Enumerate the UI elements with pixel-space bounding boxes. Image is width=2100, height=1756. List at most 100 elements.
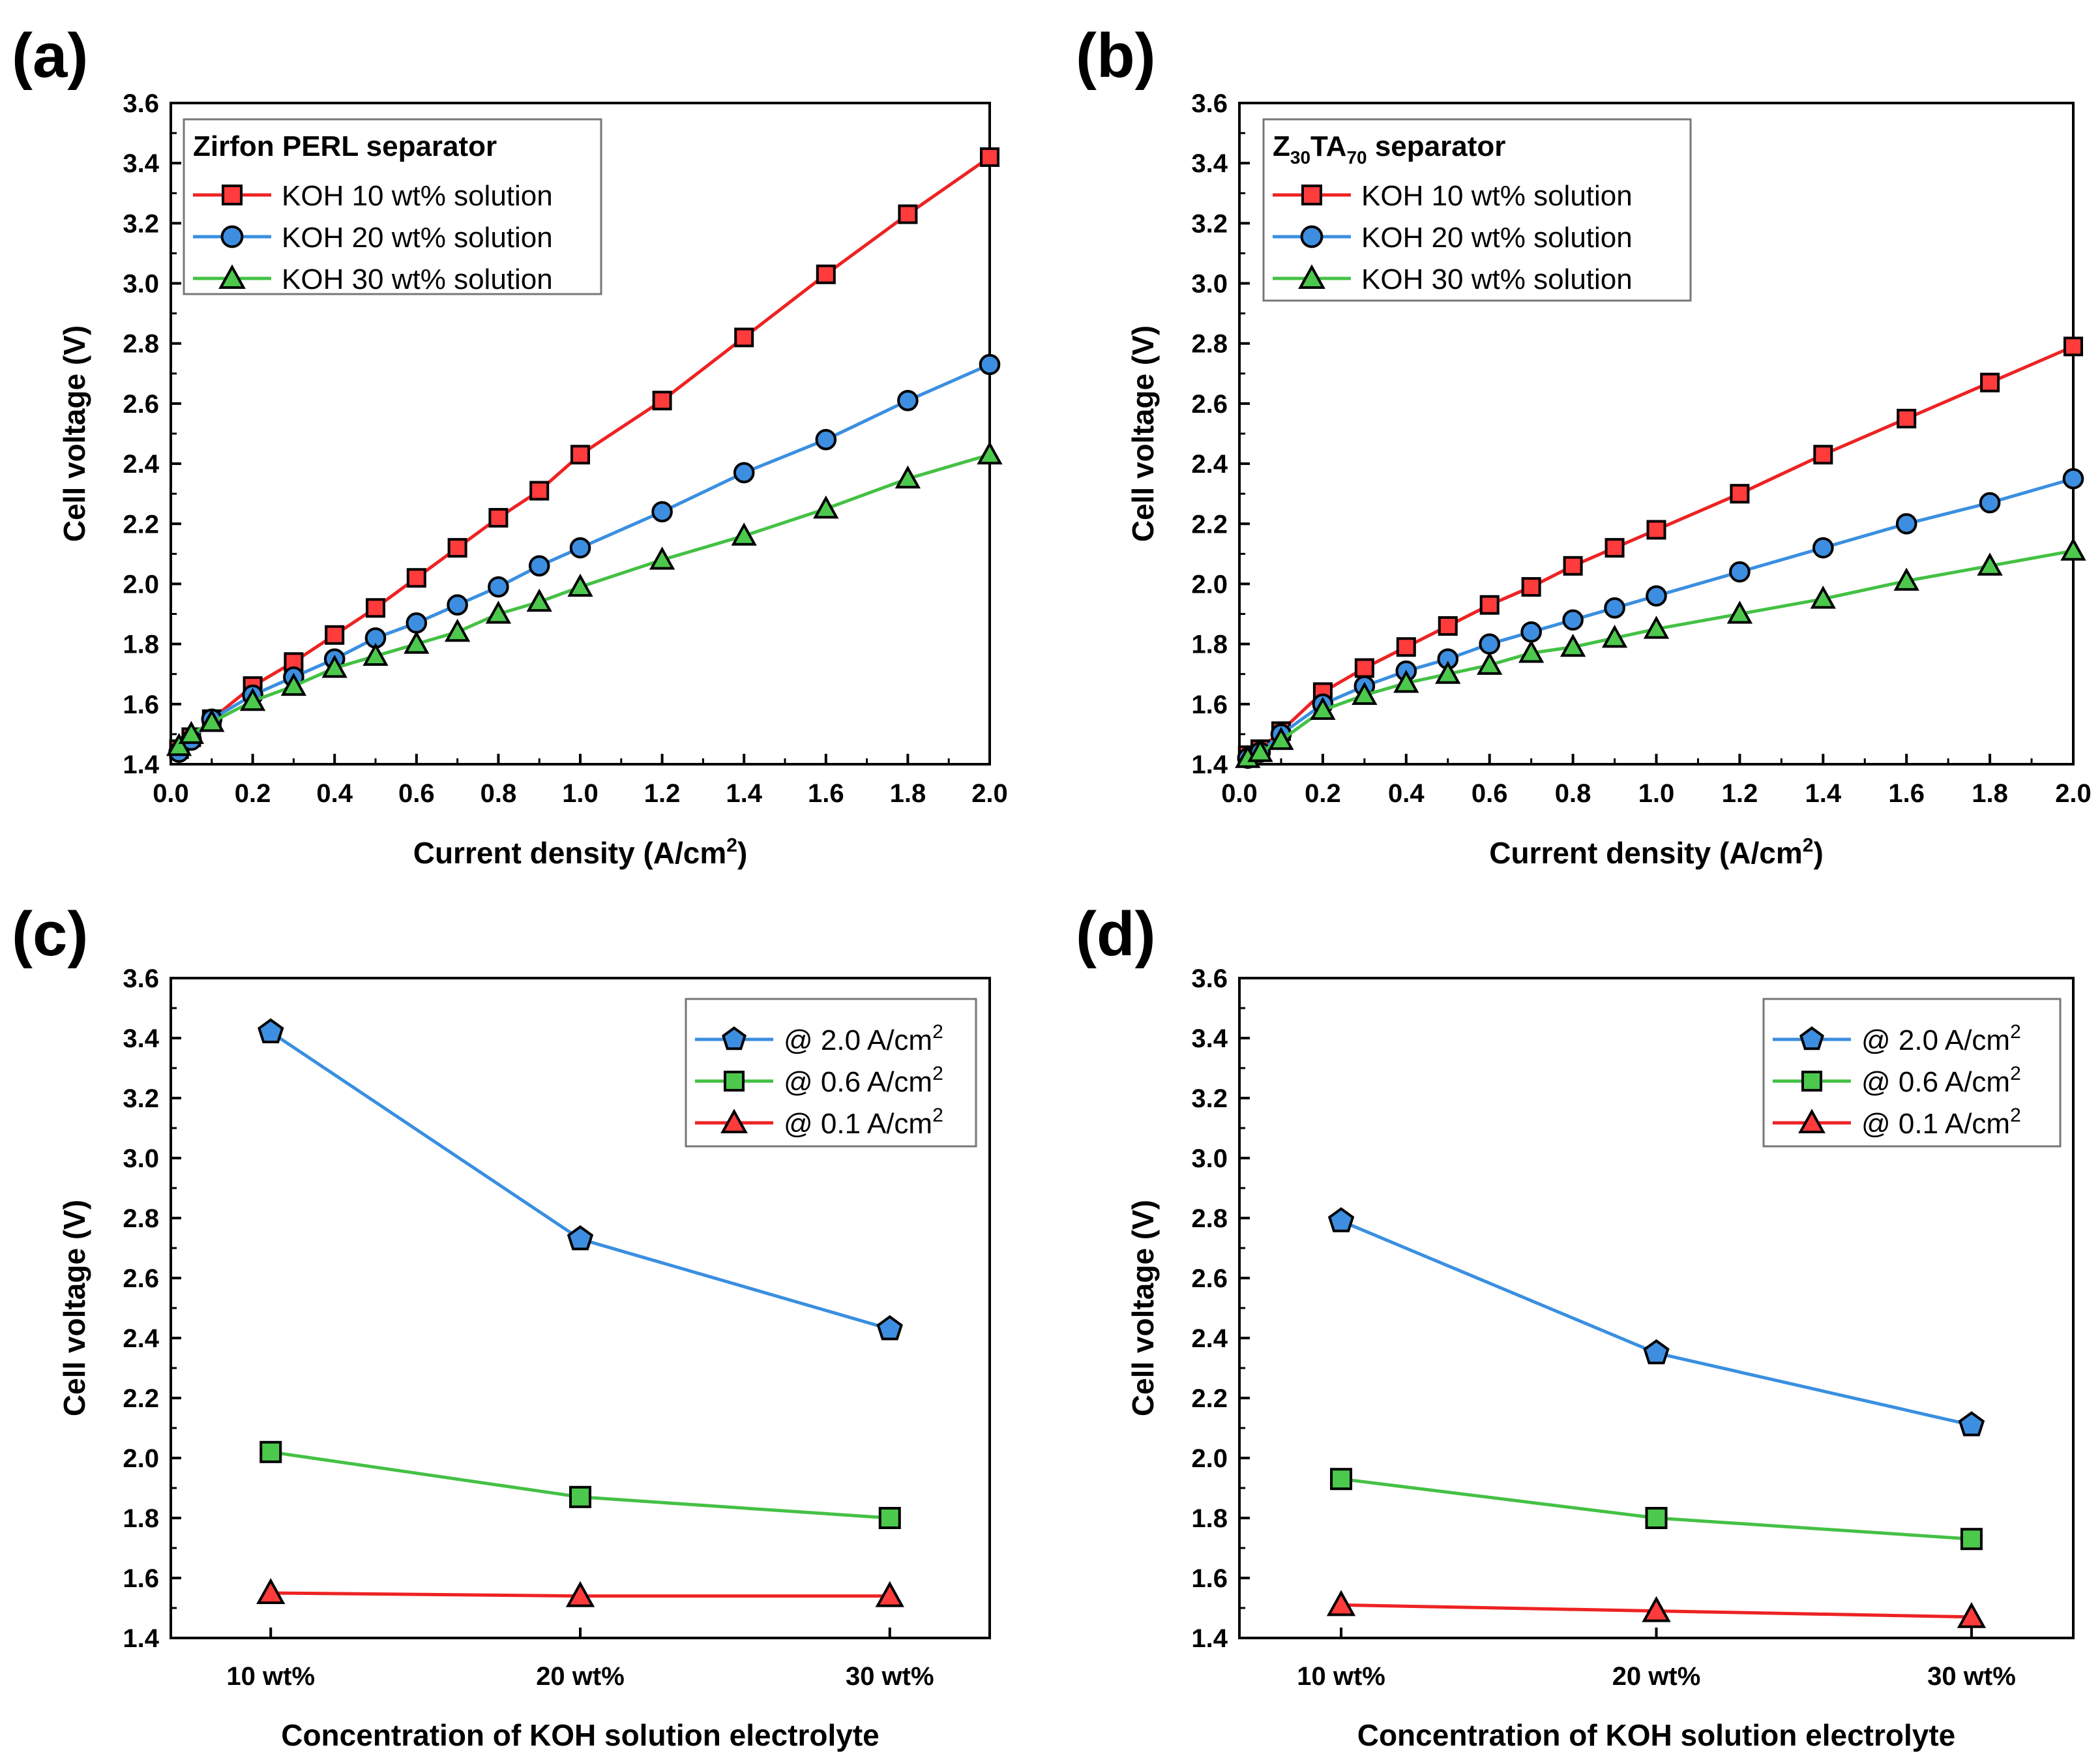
y-tick-label: 1.4 [1191, 1624, 1228, 1653]
legend-marker [1300, 225, 1324, 248]
legend-entry: @ 0.6 A/cm2 [1861, 1063, 2021, 1098]
series-1 [1330, 1468, 1983, 1551]
data-point [528, 555, 550, 577]
legend-entry-text: KOH 10 wt% solution [282, 180, 553, 212]
legend-entry-text: KOH 10 wt% solution [1361, 180, 1633, 212]
y-tick-label: 3.2 [123, 1084, 159, 1113]
legend-marker [722, 1026, 747, 1050]
x-axis-title: Current density (A/cm2) [1489, 835, 1824, 870]
y-tick-label: 2.6 [1191, 390, 1228, 419]
data-point [280, 672, 307, 696]
data-point [1352, 681, 1378, 705]
series-1 [1237, 468, 2084, 769]
data-point [1897, 408, 1917, 428]
data-point [651, 501, 673, 523]
y-axis: 1.4 1.6 1.8 2.0 2.2 2.4 2.6 2.8 3.0 3.2 3.4 3.6 [1191, 964, 1250, 1653]
data-point [1979, 492, 2001, 514]
y-tick-label: 2.6 [123, 390, 159, 419]
data-point [256, 1578, 286, 1604]
data-point [366, 598, 385, 618]
legend-entry: @ 0.1 A/cm2 [784, 1105, 943, 1140]
data-point [813, 495, 839, 519]
y-tick-label: 2.2 [123, 510, 159, 539]
y-tick-label: 3.0 [1191, 270, 1228, 299]
data-point [325, 625, 345, 645]
data-point [488, 576, 509, 598]
data-point [321, 655, 348, 678]
data-point [199, 709, 225, 732]
x-tick-label: 0.4 [316, 779, 353, 808]
legend-marker [220, 225, 244, 248]
x-tick-label: 0.6 [398, 779, 435, 808]
data-point [447, 594, 468, 616]
x-tick-label: 10 wt% [226, 1662, 315, 1691]
legend-entry-text: KOH 30 wt% solution [282, 263, 553, 295]
x-tick-label: 1.6 [808, 779, 844, 808]
panel-a: (a) 1.4 1.6 1.8 2.0 2.2 2.4 2.6 2.8 3.0 3.2 3.4 3.6 0… [12, 21, 1008, 870]
data-point [734, 327, 754, 348]
legend-entry-sup: 2 [932, 1105, 943, 1126]
legend-marker [724, 1071, 745, 1092]
data-point [2062, 468, 2084, 490]
data-point [1396, 637, 1416, 657]
data-point [1601, 625, 1628, 648]
data-point [1438, 616, 1458, 636]
x-tick-label: 1.8 [890, 779, 926, 808]
x-tick-label: 1.4 [726, 779, 762, 808]
data-point [1895, 513, 1917, 535]
data-point [569, 1485, 591, 1508]
y-tick-label: 3.6 [1191, 89, 1228, 118]
x-axis-title-text: Current density (A/cm [1489, 836, 1803, 870]
data-point [2060, 537, 2086, 561]
legend-title-part: Z [1273, 130, 1290, 162]
y-tick-label: 3.4 [123, 149, 159, 178]
x-tick-label: 10 wt% [1297, 1662, 1385, 1691]
legend-entry-text: @ 0.1 A/cm [784, 1108, 932, 1140]
y-tick-label: 3.4 [123, 1024, 159, 1053]
x-tick-label: 1.0 [1638, 779, 1675, 808]
legend: Z30TA70 separator KOH 10 wt% solution KOH … [1262, 118, 1692, 302]
x-tick-label: 0.8 [481, 779, 517, 808]
series-1 [259, 1440, 901, 1529]
data-point [895, 465, 921, 489]
legend-entry: KOH 30 wt% solution [1361, 263, 1633, 295]
legend-entry: @ 0.6 A/cm2 [784, 1063, 943, 1098]
legend-entry-sup: 2 [2010, 1105, 2021, 1126]
data-point [1479, 633, 1500, 655]
data-point [876, 1315, 903, 1341]
x-tick-label: 30 wt% [846, 1662, 934, 1691]
data-point [567, 573, 593, 597]
y-tick-label: 2.0 [123, 1444, 159, 1473]
data-point [1268, 726, 1294, 751]
series-line [1247, 549, 2074, 760]
data-point [570, 445, 590, 465]
series-1 [168, 353, 1001, 763]
data-point [488, 508, 509, 528]
legend: @ 2.0 A/cm 2 @ 0.6 A/cm2 @ 0.1 A/cm2 [685, 998, 977, 1148]
data-point [1646, 520, 1666, 540]
x-tick-label: 0.4 [1388, 779, 1425, 808]
data-point [565, 1581, 595, 1607]
x-tick-label: 0.0 [1221, 779, 1258, 808]
panel-c: (c)1.41.61.82.02.22.42.62.83.03.23.43.61… [12, 899, 991, 1752]
series-2 [166, 441, 1003, 756]
legend-entry-text: @ 2.0 A/cm [784, 1024, 932, 1056]
y-tick-label: 2.8 [123, 1204, 159, 1233]
legend: @ 2.0 A/cm2@ 0.6 A/cm2@ 0.1 A/cm2 [1762, 998, 2062, 1148]
data-point [733, 462, 755, 484]
data-point [529, 481, 550, 501]
series-line [177, 453, 990, 748]
series-0 [1237, 336, 2083, 766]
data-point [258, 1018, 284, 1043]
x-axis-title-end: ) [737, 836, 747, 870]
legend-title-part: 30 [1290, 147, 1310, 168]
data-point [1310, 696, 1336, 721]
y-tick-label: 1.8 [1191, 631, 1228, 659]
data-point [815, 428, 837, 451]
y-axis-title: Cell voltage (V) [57, 325, 91, 542]
y-axis: 1.4 1.6 1.8 2.0 2.2 2.4 2.6 2.8 3.0 3.2 3.4 3.6 [1191, 89, 1250, 779]
data-point [816, 264, 836, 284]
data-point [567, 1225, 594, 1251]
legend-title-part: separator [1367, 130, 1506, 162]
data-point [526, 588, 552, 612]
